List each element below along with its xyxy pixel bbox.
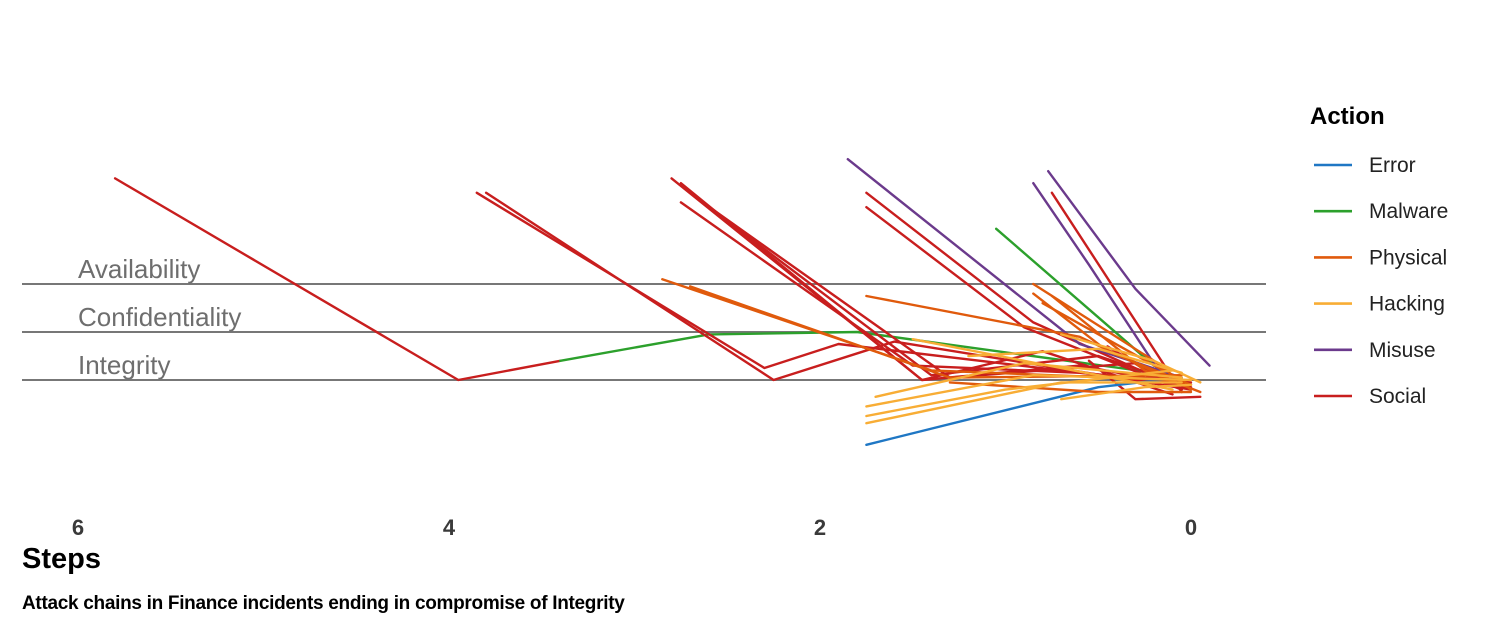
x-tick-label: 0 xyxy=(1185,515,1197,540)
chain-lines xyxy=(113,157,1211,446)
chain-32-hacking-line xyxy=(1059,383,1193,401)
category-label-integrity: Integrity xyxy=(78,350,171,380)
legend: Action Error Malware Physical Hacking Misuse… xyxy=(1310,103,1448,408)
x-axis-label: Steps xyxy=(22,543,101,575)
legend-label-error: Error xyxy=(1369,154,1416,177)
legend-label-social: Social xyxy=(1369,385,1426,408)
category-label-availability: Availability xyxy=(78,254,200,284)
chain-0-social-line xyxy=(113,177,562,382)
chain-20-physical-line xyxy=(865,294,1183,386)
chain-14-misuse-line xyxy=(1032,181,1165,379)
chain-10-social-line xyxy=(1050,191,1183,394)
chain-25-physical-line xyxy=(948,381,1193,394)
chain-33-hacking-line xyxy=(967,347,1183,374)
chain-15-misuse-line xyxy=(1046,169,1211,367)
chain-29-hacking-line xyxy=(865,369,1174,418)
category-label-confidentiality: Confidentiality xyxy=(78,302,241,332)
legend-label-physical: Physical xyxy=(1369,246,1447,269)
chain-30-hacking-line xyxy=(911,338,1174,391)
legend-label-malware: Malware xyxy=(1369,200,1448,223)
x-tick-label: 2 xyxy=(814,515,826,540)
chain-12-social-line xyxy=(1087,359,1202,401)
chain-24-physical-line xyxy=(1041,302,1165,372)
legend-title: Action xyxy=(1310,103,1385,130)
chart-subtitle: Attack chains in Finance incidents endin… xyxy=(22,593,625,614)
chain-31-hacking-line xyxy=(1059,333,1202,384)
x-axis-ticks: 6 4 2 0 xyxy=(72,515,1197,540)
legend-label-misuse: Misuse xyxy=(1369,339,1436,362)
chain-26-hacking-line xyxy=(874,362,1183,398)
legend-label-hacking: Hacking xyxy=(1369,293,1445,316)
x-tick-label: 4 xyxy=(443,515,456,540)
chain-27-hacking-line xyxy=(865,374,1193,408)
x-tick-label: 6 xyxy=(72,515,84,540)
chain-8-social-line xyxy=(865,191,1174,386)
category-labels: Availability Confidentiality Integrity xyxy=(78,254,241,380)
chain-17-error-line xyxy=(865,376,1183,446)
chain-4-social-line xyxy=(679,181,1174,396)
